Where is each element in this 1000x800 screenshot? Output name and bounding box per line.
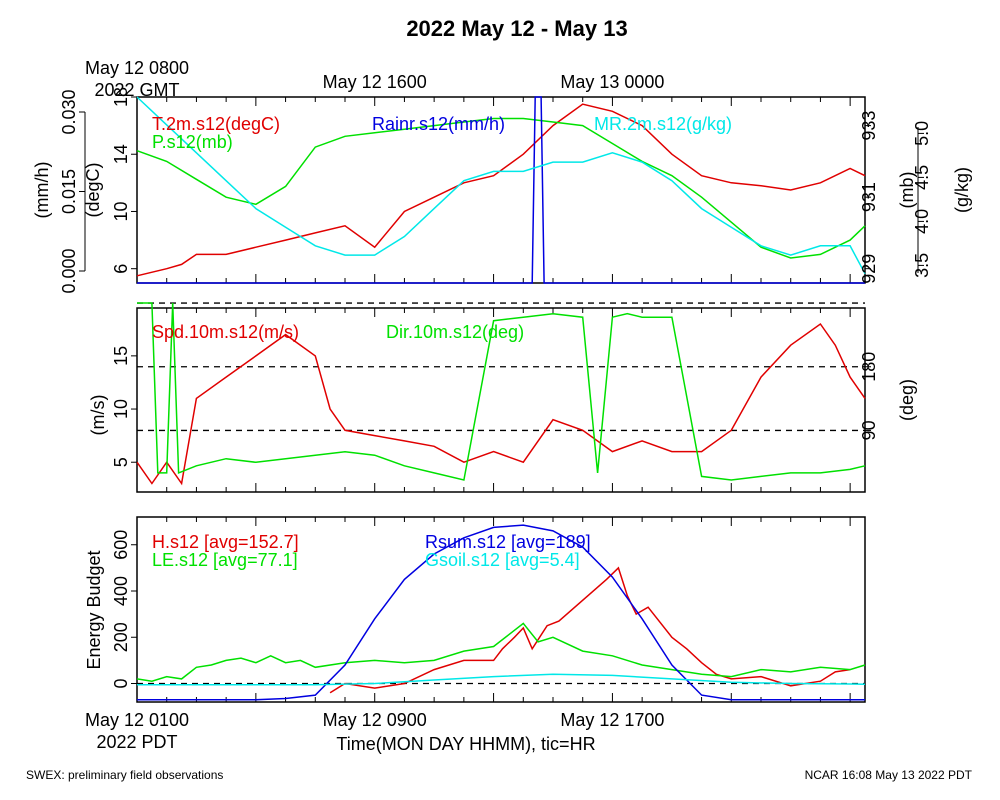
legend-degC: T.2m.s12(degC) [152,114,280,134]
series-line [137,302,866,481]
series-line [136,117,866,259]
mmh-tick-label: 0.015 [59,169,79,214]
bottom-time-label: May 12 1700 [560,710,664,730]
panel-wind: 5 10 15 (m/s) 90 180 (deg) Spd.10m.s12(m/s) Dir.… [88,302,917,493]
footer-right: NCAR 16:08 May 13 2022 PDT [804,768,972,782]
plot-frame [136,516,866,703]
legend-direction: Dir.10m.s12(deg) [386,322,524,342]
gkg-tick-label: 5.0 [912,121,932,146]
mmh-tick-label: 0.030 [59,89,79,134]
mmh-tick-label: 0.000 [59,248,79,293]
energy-tick-label: 0 [111,678,131,688]
y-label-energy: Energy Budget [84,550,104,669]
series-line [137,524,865,701]
plot-frame [136,307,866,493]
ms-tick-label: 15 [111,346,131,366]
figure-title: 2022 May 12 - May 13 [406,16,627,41]
y-label-mmh: (mm/h) [32,162,52,219]
y-label-gkg: (g/kg) [952,167,972,213]
gkg-tick-label: 4.5 [912,165,932,190]
series-line [136,96,866,275]
series-line [329,566,851,694]
legend-h: H.s12 [avg=152.7] [152,532,299,552]
degc-tick-label: 10 [111,201,131,221]
mb-tick-label: 933 [859,111,879,141]
panel-met: 0.000 0.015 0.030 (mm/h) 6 10 14 18 (degC) 929 931… [32,87,972,294]
series-line [137,96,865,284]
legend-speed: Spd.10m.s12(m/s) [152,322,299,342]
top-time-label: May 13 0000 [560,72,664,92]
degc-tick-label: 6 [111,264,131,274]
deg-tick-label: 180 [859,352,879,382]
bottom-time-label: 2022 PDT [96,732,177,752]
top-time-label: 2022 GMT [94,80,179,100]
legend-mmh: Rainr.s12(mm/h) [372,114,505,134]
footer-left: SWEX: preliminary field observations [26,768,224,782]
mb-tick-label: 931 [859,182,879,212]
x-axis-label: Time(MON DAY HHMM), tic=HR [336,734,595,754]
top-time-label: May 12 0800 [85,58,189,78]
energy-tick-label: 400 [111,576,131,606]
bottom-time-label: May 12 0100 [85,710,189,730]
y-label-degc: (degC) [83,162,103,217]
y-label-mb: (mb) [897,172,917,209]
deg-tick-label: 90 [859,420,879,440]
ms-tick-label: 10 [111,399,131,419]
legend-gkg: MR.2m.s12(g/kg) [594,114,732,134]
degc-tick-label: 18 [111,87,131,107]
gkg-tick-label: 3.5 [912,253,932,278]
energy-tick-label: 600 [111,530,131,560]
panel-energy: 0 200 400 600 Energy Budget H.s12 [avg=152.7]… [84,516,866,703]
y-label-deg: (deg) [897,379,917,421]
series-line [136,322,866,486]
ms-tick-label: 5 [111,457,131,467]
legend-gsoil: Gsoil.s12 [avg=5.4] [425,550,580,570]
degc-tick-label: 14 [111,144,131,164]
series-line [136,103,866,277]
energy-tick-label: 200 [111,622,131,652]
top-time-label: May 12 1600 [323,72,427,92]
bottom-time-label: May 12 0900 [323,710,427,730]
y-label-ms: (m/s) [88,395,108,436]
series-line [136,622,866,682]
legend-rsum: Rsum.s12 [avg=189] [425,532,591,552]
mb-tick-label: 929 [859,254,879,284]
gkg-tick-label: 4.0 [912,209,932,234]
series-line [137,673,866,686]
legend-mb: P.s12(mb) [152,132,233,152]
legend-le: LE.s12 [avg=77.1] [152,550,298,570]
